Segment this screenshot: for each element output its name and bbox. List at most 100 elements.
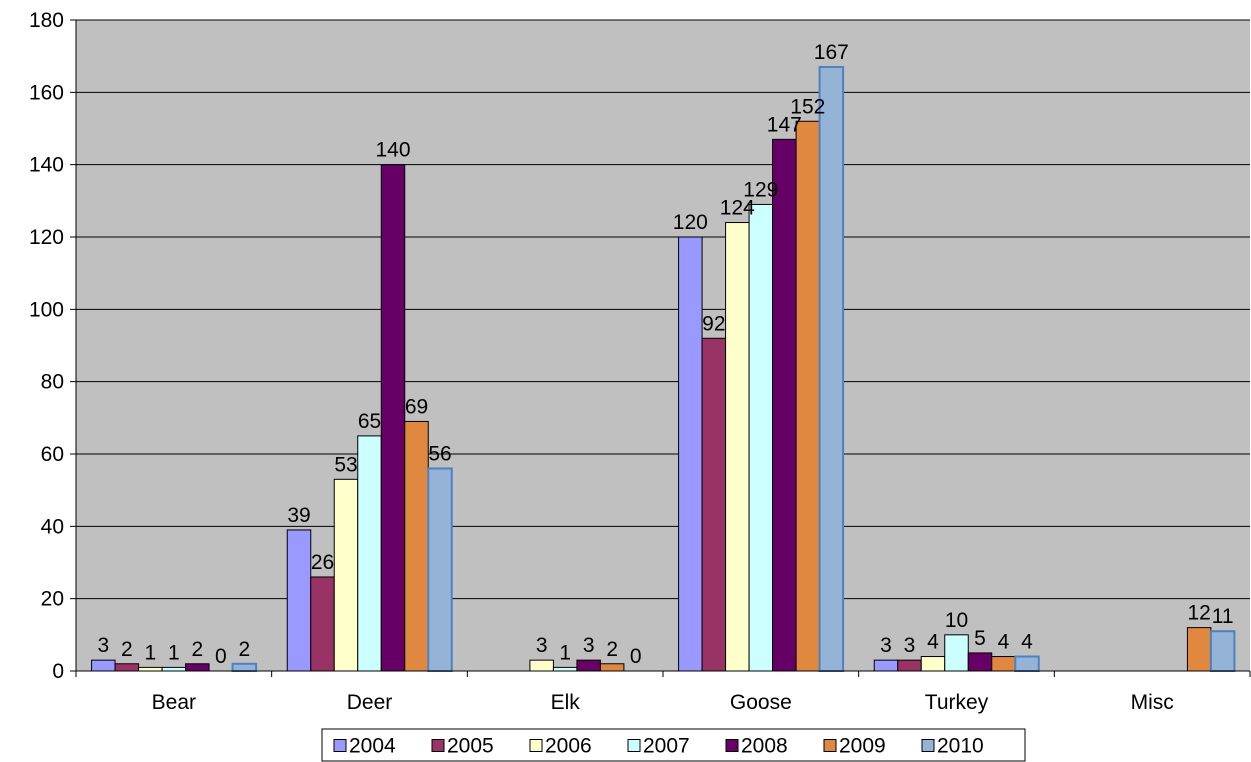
data-label: 3: [904, 634, 916, 657]
y-tick-label: 60: [41, 443, 64, 466]
bar-bear-2005: [114, 663, 140, 672]
data-label: 69: [405, 395, 428, 418]
y-tick-label: 160: [29, 81, 64, 104]
data-label: 53: [334, 453, 357, 476]
legend-label-2005: 2005: [447, 735, 494, 758]
x-category-label: Bear: [152, 691, 196, 714]
gridlines: [76, 19, 1250, 600]
data-label: 3: [97, 634, 109, 657]
data-label: 120: [673, 211, 708, 234]
y-tick-label: 140: [29, 154, 64, 177]
bar-deer-2004: [286, 529, 312, 672]
data-label: 147: [767, 113, 802, 136]
data-label: 2: [606, 638, 618, 661]
y-tick-label: 120: [29, 226, 64, 249]
data-label: 1: [168, 641, 180, 664]
data-label: 1: [559, 641, 571, 664]
bar-goose-2007: [748, 203, 774, 672]
x-category-label: Turkey: [925, 691, 989, 714]
bar-goose-2008: [772, 138, 797, 672]
bar-deer-2010: [427, 467, 453, 673]
bar-deer-2008: [380, 164, 406, 672]
bar-elk-2008: [576, 659, 601, 672]
data-label: 2: [191, 638, 203, 661]
bar-bear-2004: [91, 659, 116, 672]
y-tick-label: 80: [41, 371, 64, 394]
x-category-label: Misc: [1131, 691, 1174, 714]
data-label: 129: [743, 178, 778, 201]
bar-bear-2010: [231, 662, 258, 672]
y-tick-label: 180: [29, 9, 64, 32]
data-label: 3: [880, 634, 892, 657]
bar-goose-2005: [701, 337, 727, 672]
data-label: 0: [215, 645, 227, 668]
bar-turkey-2009: [991, 656, 1016, 672]
legend: 2004 2005 2006 2007 2008 2009 2010: [321, 728, 1026, 762]
bar-elk-2007: [552, 666, 578, 672]
bar-goose-2006: [725, 222, 750, 672]
data-label: 5: [974, 627, 986, 650]
bar-turkey-2006: [920, 656, 946, 672]
data-label: 3: [536, 634, 548, 657]
bars: [91, 66, 1236, 673]
legend-label-2004: 2004: [349, 735, 396, 758]
legend-label-2010: 2010: [937, 735, 984, 758]
bar-goose-2009: [795, 120, 821, 672]
bar-misc-2010: [1209, 630, 1236, 673]
bar-bear-2006: [138, 666, 163, 672]
bar-goose-2004: [678, 236, 703, 672]
legend-swatch-2005: [431, 739, 445, 752]
bar-turkey-2005: [897, 659, 922, 672]
legend-label-2006: 2006: [545, 735, 592, 758]
legend-swatch-2010: [921, 739, 935, 752]
data-label: 39: [287, 504, 310, 527]
legend-label-2009: 2009: [839, 735, 886, 758]
y-tick-label: 20: [41, 588, 64, 611]
legend-label-2007: 2007: [643, 735, 690, 758]
bar-elk-2009: [599, 663, 625, 672]
data-label: 56: [428, 442, 451, 465]
data-label: 1: [144, 641, 156, 664]
data-label: 11: [1212, 605, 1234, 628]
data-label: 2: [238, 638, 250, 661]
data-label: 92: [702, 312, 725, 335]
data-label: 124: [720, 197, 755, 220]
data-label: 26: [311, 551, 334, 574]
bar-deer-2005: [310, 576, 335, 672]
data-label: 2: [121, 638, 133, 661]
legend-label-2008: 2008: [741, 735, 788, 758]
x-category-label: Goose: [730, 691, 792, 714]
bar-turkey-2010: [1014, 655, 1040, 672]
y-tick-label: 100: [29, 298, 64, 321]
bar-deer-2009: [404, 420, 429, 672]
bar-turkey-2004: [873, 659, 899, 672]
data-label: 10: [945, 609, 968, 632]
legend-swatch-2008: [725, 739, 739, 752]
bar-deer-2007: [357, 435, 382, 672]
data-label: 4: [1021, 631, 1033, 654]
bar-turkey-2007: [944, 634, 969, 672]
data-label: 4: [998, 631, 1010, 654]
data-label: 3: [583, 634, 595, 657]
data-label: 12: [1187, 602, 1210, 625]
legend-swatch-2006: [529, 739, 543, 752]
bar-turkey-2008: [967, 652, 993, 672]
bar-elk-2006: [529, 659, 554, 672]
bar-bear-2008: [185, 663, 210, 672]
legend-swatch-2009: [823, 739, 837, 752]
legend-swatch-2007: [627, 739, 641, 752]
y-tick-label: 0: [52, 660, 64, 683]
bar-bear-2007: [161, 666, 187, 672]
bar-goose-2010: [818, 66, 845, 673]
x-category-label: Elk: [551, 691, 581, 714]
data-label: 0: [630, 645, 642, 668]
plot-area: [76, 20, 1250, 671]
data-label: 140: [375, 139, 410, 162]
bar-misc-2009: [1186, 627, 1212, 672]
data-label: 4: [927, 631, 939, 654]
legend-swatch-2004: [333, 739, 347, 752]
data-label: 152: [790, 95, 825, 118]
